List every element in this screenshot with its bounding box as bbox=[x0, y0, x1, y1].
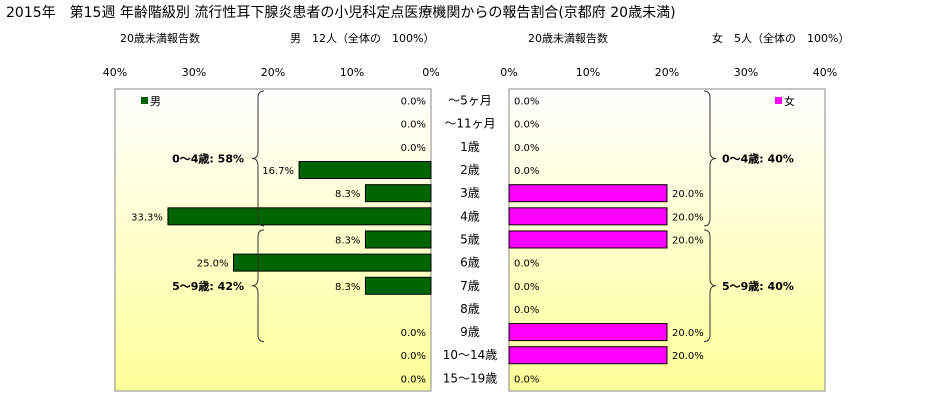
female-bar-value-label: 20.0% bbox=[672, 351, 704, 362]
male-bar bbox=[298, 161, 432, 180]
age-category-label: 〜11ヶ月 bbox=[444, 117, 495, 131]
female-bar-value-label: 0.0% bbox=[514, 97, 539, 108]
female-bar-value-label: 0.0% bbox=[514, 374, 539, 385]
female-bar-value-label: 20.0% bbox=[672, 235, 704, 246]
age-category-label: 4歳 bbox=[460, 209, 480, 223]
male-bar bbox=[233, 253, 432, 272]
age-category-label: 〜5ヶ月 bbox=[448, 94, 492, 108]
female-bar-value-label: 0.0% bbox=[514, 259, 539, 270]
female-bar-value-label: 0.0% bbox=[514, 120, 539, 131]
male-x-tick-label: 10% bbox=[340, 66, 364, 79]
male-bar-value-label: 0.0% bbox=[401, 351, 426, 362]
female-legend-swatch bbox=[775, 97, 782, 104]
right-header-caption: 20歳未満報告数 bbox=[528, 32, 608, 45]
age-group-brace bbox=[703, 90, 717, 227]
age-category-label: 5歳 bbox=[460, 232, 480, 246]
male-bar bbox=[167, 207, 432, 226]
male-bar bbox=[364, 184, 432, 203]
male-bar-value-label: 0.0% bbox=[401, 97, 426, 108]
female-bar bbox=[508, 230, 668, 249]
female-age-group-label: 5〜9歳: 40% bbox=[722, 279, 794, 293]
female-bar-value-label: 0.0% bbox=[514, 282, 539, 293]
female-x-tick-label: 0% bbox=[500, 66, 517, 79]
female-x-tick-label: 10% bbox=[576, 66, 600, 79]
female-bar-value-label: 0.0% bbox=[514, 143, 539, 154]
age-category-label: 8歳 bbox=[460, 302, 480, 316]
male-x-tick-label: 0% bbox=[422, 66, 439, 79]
male-x-tick-label: 20% bbox=[261, 66, 285, 79]
male-bar-value-label: 8.3% bbox=[335, 189, 360, 200]
left-header-summary: 男 12人（全体の 100%） bbox=[290, 31, 434, 45]
male-bar-value-label: 33.3% bbox=[131, 212, 163, 223]
age-category-label: 15〜19歳 bbox=[443, 371, 498, 385]
age-category-label: 7歳 bbox=[460, 279, 480, 293]
male-bar bbox=[364, 230, 432, 249]
age-category-label: 9歳 bbox=[460, 325, 480, 339]
male-bar-value-label: 25.0% bbox=[197, 259, 229, 270]
age-category-label: 1歳 bbox=[460, 140, 480, 154]
age-category-label: 10〜14歳 bbox=[443, 348, 498, 362]
age-group-brace bbox=[251, 90, 265, 227]
male-bar-value-label: 16.7% bbox=[262, 166, 294, 177]
male-bar-value-label: 8.3% bbox=[335, 235, 360, 246]
male-legend: 男 bbox=[141, 95, 161, 108]
female-age-group-label: 0〜4歳: 40% bbox=[722, 151, 794, 165]
male-bar-value-label: 0.0% bbox=[401, 143, 426, 154]
male-age-group-label: 0〜4歳: 58% bbox=[172, 151, 244, 165]
male-age-group-label: 5〜9歳: 42% bbox=[172, 279, 244, 293]
male-bar-value-label: 0.0% bbox=[401, 120, 426, 131]
male-x-tick-label: 40% bbox=[103, 66, 127, 79]
female-bar bbox=[508, 207, 668, 226]
male-legend-swatch bbox=[141, 97, 148, 104]
female-legend: 女 bbox=[775, 94, 795, 108]
right-header-summary: 女 5人（全体の 100%） bbox=[712, 31, 849, 45]
female-x-tick-label: 30% bbox=[734, 66, 758, 79]
female-legend-label: 女 bbox=[784, 94, 795, 108]
age-category-label: 3歳 bbox=[460, 186, 480, 200]
chart-title: 2015年 第15週 年齢階級別 流行性耳下腺炎患者の小児科定点医療機関からの報… bbox=[6, 4, 676, 21]
age-category-label: 2歳 bbox=[460, 163, 480, 177]
female-x-tick-label: 20% bbox=[655, 66, 679, 79]
male-x-tick-label: 30% bbox=[182, 66, 206, 79]
female-bar-value-label: 0.0% bbox=[514, 305, 539, 316]
female-bar bbox=[508, 346, 668, 365]
age-group-brace bbox=[703, 229, 717, 343]
female-bar-value-label: 0.0% bbox=[514, 166, 539, 177]
male-bar bbox=[364, 276, 432, 295]
male-bar-value-label: 8.3% bbox=[335, 282, 360, 293]
left-header-caption: 20歳未満報告数 bbox=[120, 32, 200, 45]
female-bar-value-label: 20.0% bbox=[672, 189, 704, 200]
male-bar-value-label: 0.0% bbox=[401, 328, 426, 339]
female-bar bbox=[508, 184, 668, 203]
age-category-label: 6歳 bbox=[460, 256, 480, 270]
age-group-brace bbox=[251, 229, 265, 343]
female-bar-value-label: 20.0% bbox=[672, 212, 704, 223]
male-legend-label: 男 bbox=[150, 95, 161, 108]
female-x-tick-label: 40% bbox=[813, 66, 837, 79]
female-bar bbox=[508, 323, 668, 342]
male-bar-value-label: 0.0% bbox=[401, 374, 426, 385]
female-bar-value-label: 20.0% bbox=[672, 328, 704, 339]
